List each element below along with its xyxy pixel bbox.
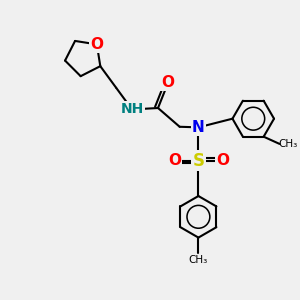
Text: CH₃: CH₃ <box>189 255 208 265</box>
Text: O: O <box>162 75 175 90</box>
Text: CH₃: CH₃ <box>278 139 297 149</box>
Text: NH: NH <box>120 103 144 116</box>
Text: N: N <box>192 120 205 135</box>
Text: O: O <box>216 153 229 168</box>
Text: S: S <box>192 152 204 169</box>
Text: O: O <box>168 153 181 168</box>
Text: O: O <box>90 37 103 52</box>
